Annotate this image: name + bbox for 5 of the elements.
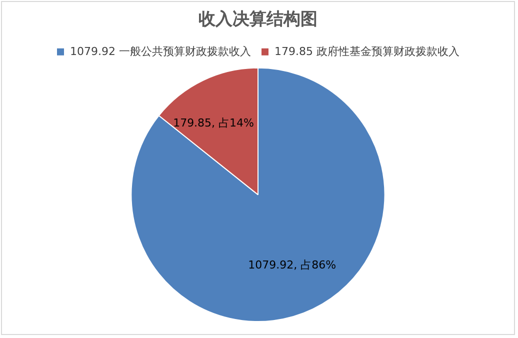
legend-label: 179.85 政府性基金预算财政拨款收入 [274,44,460,58]
data-label: 179.85, 占14% [173,116,254,130]
data-label: 1079.92, 占86% [248,258,336,272]
legend-label: 1079.92 一般公共预算财政拨款收入 [70,44,251,58]
chart-title: 收入决算结构图 [198,10,318,30]
